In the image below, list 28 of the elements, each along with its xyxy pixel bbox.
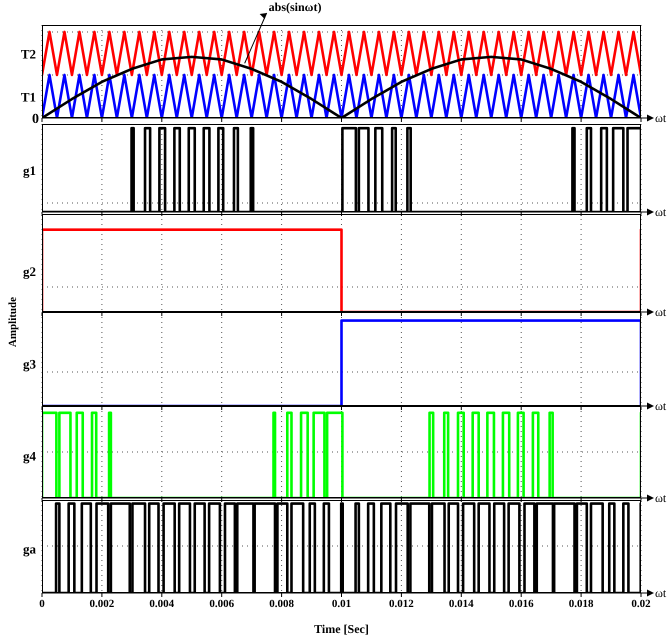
- x-tick-label: 0: [39, 598, 46, 610]
- text: ωt: [655, 586, 667, 600]
- text: g3: [23, 356, 36, 372]
- series-label: T1: [20, 89, 36, 104]
- series-label: T2: [20, 46, 36, 62]
- x-tick-label: 0.008: [269, 598, 294, 610]
- text: g1: [23, 163, 36, 178]
- series-label: g2: [23, 264, 36, 279]
- x-tick-label: 0.006: [209, 598, 235, 610]
- text: 0: [32, 112, 39, 127]
- x-tick-label: 0.01: [332, 598, 352, 610]
- x-axis-title: ωt: [655, 111, 667, 125]
- x-tick-label: 0.02: [631, 598, 652, 610]
- x-tick-label: 0.018: [568, 598, 594, 610]
- x-axis-title: ωt: [655, 399, 667, 413]
- y-axis-title: Amplitude: [7, 296, 19, 348]
- x-axis-title: ωt: [655, 305, 667, 319]
- x-tick-label: 0.014: [448, 598, 474, 610]
- x-tick-label: 0.004: [149, 598, 175, 610]
- annotation: abs(sinωt): [268, 0, 322, 14]
- x-tick-label: 0.012: [389, 598, 414, 610]
- x-axis-title: Time [Sec]: [314, 622, 369, 636]
- x-axis-title: ωt: [655, 205, 667, 219]
- x-tick-label: 0.016: [508, 598, 534, 610]
- x-axis-title: ωt: [655, 491, 667, 505]
- x-tick-label: 0.002: [90, 598, 115, 610]
- series-label: g4: [23, 448, 36, 464]
- series-label: ga: [23, 541, 36, 556]
